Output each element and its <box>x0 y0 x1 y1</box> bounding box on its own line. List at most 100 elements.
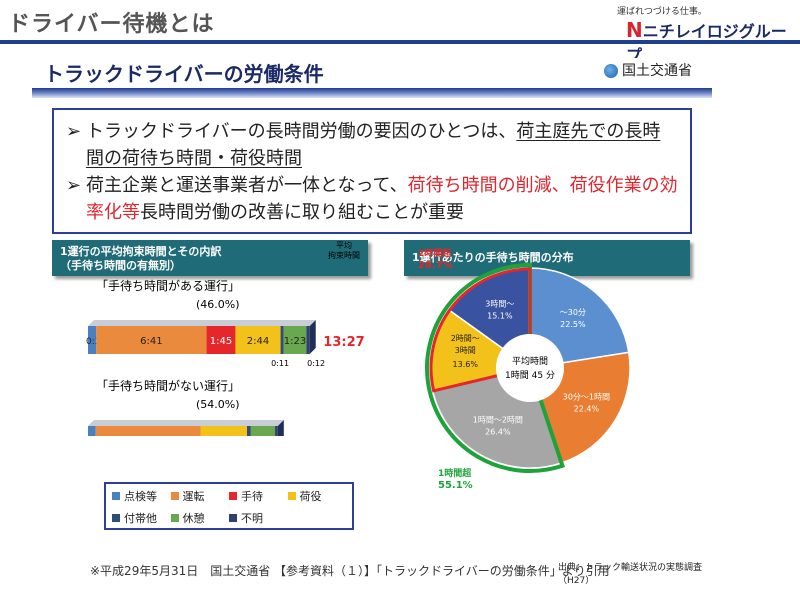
legend-item: 休憩 <box>170 510 230 526</box>
legend-label: 手待 <box>241 490 263 503</box>
bullet-2-highlight: 荷待ち時間の削減、荷役作業の効率化等 <box>86 175 678 223</box>
bar-chart-header-line2: （手待ち時間の有無別） <box>60 259 181 272</box>
legend-item: 運転 <box>170 488 230 504</box>
slide-title-bar <box>32 88 712 98</box>
bar-segment <box>283 326 307 354</box>
bar-value-label: 6:41 <box>140 336 162 347</box>
page-title: ドライバー待機とは <box>8 12 215 37</box>
bar-chart-legend: 点検等 運転 手待 荷役付帯他 休憩 不明 <box>104 482 354 530</box>
bar-value-label: 1:23 <box>284 336 306 347</box>
slide-title: トラックドライバーの労働条件 <box>44 62 324 86</box>
bar-segment <box>275 426 278 436</box>
pie-outline-over-2h <box>429 267 532 393</box>
pie-slice-name: 2時間～ <box>451 334 480 343</box>
pie-slice-name: 3時間～ <box>485 299 514 308</box>
bar-group-title: 「手待ち時間がある運行」 <box>96 278 240 293</box>
legend-label: 運転 <box>182 490 205 503</box>
callout-over-2h-title: 2時間超 <box>418 247 452 259</box>
bar-value-label: 0:11 <box>271 359 289 368</box>
bar-segment <box>235 326 281 354</box>
bar-3d-side <box>277 420 284 436</box>
company-logo-mark: N <box>626 18 643 42</box>
bar-3d-side <box>309 320 316 354</box>
pie-slice-value: 22.5% <box>560 320 586 329</box>
bar-segment <box>247 426 251 436</box>
total-header-line2: 拘束時間 <box>328 250 360 260</box>
bullet-1-underlined: 荷主庭先での長時間の荷待ち時間・荷役時間 <box>86 121 661 169</box>
legend-grid: 点検等 運転 手待 荷役付帯他 休憩 不明 <box>112 488 346 526</box>
legend-item: 手待 <box>229 488 288 504</box>
bar-segment <box>88 426 96 436</box>
bar-total-label: 13:27 <box>323 335 364 350</box>
summary-bullet-1: ➢ トラックドライバーの長時間労働の要因のひとつは、荷主庭先での長時間の荷待ち時間… <box>66 118 678 172</box>
waiting-time-pie-chart: 平均時間 1時間 45 分 ～30分 22.5% 30分～1時間 22.4% 1時間～2時間… <box>418 247 631 491</box>
pie-center-label-1: 平均時間 <box>512 355 548 367</box>
summary-box: ➢ トラックドライバーの長時間労働の要因のひとつは、荷主庭先での長時間の荷待ち時間… <box>52 108 692 234</box>
summary-bullet-2: ➢ 荷主企業と運送事業者が一体となって、荷待ち時間の削減、荷役作業の効率化等長時間… <box>66 172 678 226</box>
citation-note: ※平成29年5月31日 国土交通省 【参考資料（１）】「トラックドライバーの労働… <box>90 564 610 578</box>
legend-label: 付帯他 <box>124 512 157 525</box>
pie-slice-name: 1時間～2時間 <box>473 416 523 425</box>
pie-slice-value: 26.4% <box>485 428 511 437</box>
legend-swatch <box>112 514 120 522</box>
bar-value-label: 0:30 <box>86 337 106 347</box>
ministry-logo: 国土交通省 <box>604 60 692 80</box>
pie-center <box>496 334 564 402</box>
bar-segment <box>96 326 207 354</box>
bar-chart-header-line1: 1運行の平均拘束時間とその内訳 <box>60 245 222 258</box>
source-line-2: （H27） <box>558 576 595 586</box>
bar-value-label: 1:45 <box>210 336 232 347</box>
bar-segment <box>88 326 97 354</box>
bar-segment <box>95 426 201 436</box>
total-header-line1: 平均 <box>336 240 352 250</box>
legend-swatch <box>170 492 179 500</box>
pie-slice <box>529 267 630 369</box>
pie-outline-over-1h <box>425 262 565 473</box>
legend-swatch <box>229 514 237 522</box>
legend-item: 点検等 <box>112 488 171 504</box>
legend-swatch <box>170 514 179 522</box>
title-rule <box>0 40 800 44</box>
company-tagline: 運ばれつづける仕事。 <box>617 7 707 17</box>
legend-label: 不明 <box>241 512 263 525</box>
constraint-time-bar-chart: 平均拘束時間「手待ち時間がある運行」 (46.0%) 0:30 6:41 1:45 2:4… <box>86 240 365 436</box>
legend-label: 休憩 <box>182 512 205 525</box>
bar-segment <box>280 326 284 354</box>
bar-segment <box>200 426 248 436</box>
bar-value-label: 2:44 <box>247 336 269 347</box>
source-line-1: 出典：トラック輸送状況の実態調査 <box>558 563 703 573</box>
ministry-logo-text: 国土交通省 <box>622 63 692 79</box>
bar-value-label: 0:12 <box>307 359 325 368</box>
pie-slice-value: 22.4% <box>574 404 600 413</box>
pie-slice-name: ～30分 <box>560 308 586 317</box>
pie-slice-name: 30分～1時間 <box>563 392 610 401</box>
callout-over-1h-value: 55.1% <box>438 480 473 491</box>
bar-group-title: 「手待ち時間がない運行」 <box>96 378 240 393</box>
legend-item: 付帯他 <box>112 510 171 526</box>
legend-item: 不明 <box>229 510 288 526</box>
callout-over-1h-title: 1時間超 <box>438 467 472 479</box>
bar-chart-header: 1運行の平均拘束時間とその内訳 （手待ち時間の有無別） <box>52 240 368 276</box>
bar-3d-top <box>88 320 316 326</box>
pie-slice-value: 13.6% <box>453 360 479 369</box>
legend-swatch <box>229 492 237 500</box>
bar-group-share: (54.0%) <box>196 398 240 411</box>
legend-item: 荷役 <box>287 488 347 504</box>
legend-swatch <box>287 492 296 500</box>
legend-label: 点検等 <box>124 490 157 503</box>
ministry-emblem-icon <box>604 64 618 78</box>
bar-segment <box>306 326 310 354</box>
bullet-1-text: トラックドライバーの長時間労働の要因のひとつは、 <box>86 121 517 142</box>
bullet-arrow-icon: ➢ <box>66 175 82 196</box>
bar-group-share: (46.0%) <box>196 298 240 311</box>
pie-slice-value: 15.1% <box>487 311 513 320</box>
bullet-2-text: 荷主企業と運送事業者が一体となって、 <box>86 175 408 196</box>
pie-slice-name: 3時間 <box>455 346 476 355</box>
bar-segment <box>206 326 236 354</box>
pie-center-label-2: 1時間 45 分 <box>505 370 555 381</box>
bar-3d-top <box>88 420 284 426</box>
callout-over-2h-value: 28.7% <box>418 260 453 271</box>
legend-label: 荷役 <box>299 490 322 503</box>
bullet-arrow-icon: ➢ <box>66 121 82 142</box>
bullet-2-text-end: 長時間労働の改善に取り組むことが重要 <box>140 202 464 223</box>
